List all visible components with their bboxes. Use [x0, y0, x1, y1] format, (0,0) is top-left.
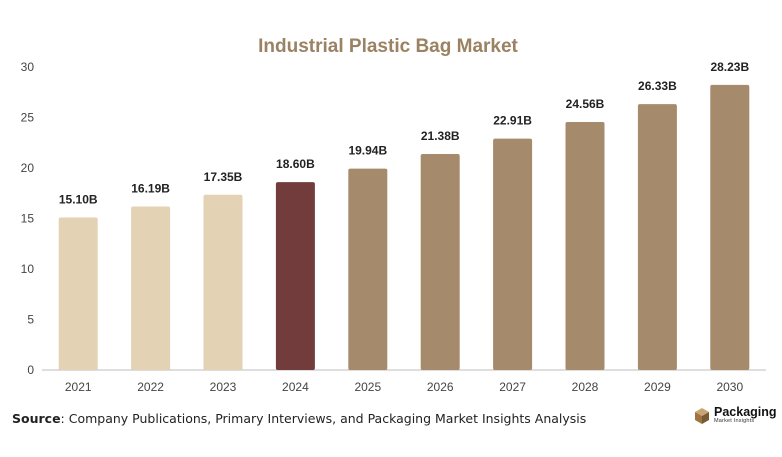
data-label-2027: 22.91B [493, 114, 532, 128]
data-label-2026: 21.38B [421, 129, 460, 143]
x-tick-label: 2027 [499, 380, 526, 394]
y-tick-label: 10 [21, 262, 35, 276]
cube-logo-icon [694, 407, 710, 425]
data-label-2023: 17.35B [204, 170, 243, 184]
data-label-2029: 26.33B [638, 79, 677, 93]
x-tick-label: 2026 [427, 380, 454, 394]
x-tick-label: 2022 [137, 380, 164, 394]
bar-2021 [58, 217, 98, 370]
bar-2022 [131, 206, 171, 370]
x-axis: 2021 2022 2023 2024 2025 2026 2027 2028 2029 2030 [65, 380, 744, 394]
data-label-2028: 24.56B [566, 97, 605, 111]
bar-2026 [420, 154, 460, 370]
bar-2030 [710, 84, 750, 370]
bar-2023 [203, 194, 243, 370]
x-tick-label: 2023 [210, 380, 237, 394]
x-tick-label: 2029 [644, 380, 671, 394]
y-tick-label: 25 [21, 111, 35, 125]
logo-subtitle: Market Insights [714, 418, 755, 424]
bar-chart: Industrial Plastic Bag Market 0510152025… [21, 36, 766, 394]
x-tick-label: 2025 [354, 380, 381, 394]
y-tick-label: 20 [21, 161, 35, 175]
bar-2025 [348, 168, 388, 370]
y-tick-label: 30 [21, 60, 35, 74]
logo-name: Packaging [714, 405, 777, 419]
data-label-2024: 18.60B [276, 157, 315, 171]
data-label-2021: 15.10B [59, 192, 98, 206]
data-label-2022: 16.19B [131, 181, 170, 195]
bar-2027 [493, 138, 533, 370]
bar-2029 [637, 104, 677, 370]
y-tick-label: 5 [27, 313, 34, 327]
source-text: : Company Publications, Primary Intervie… [60, 411, 587, 426]
y-axis: 0 5 10 15 20 25 30 [21, 60, 35, 377]
chart-title: Industrial Plastic Bag Market [258, 36, 518, 57]
x-tick-label: 2028 [572, 380, 599, 394]
bars-group: 15.10B 16.19B 17.35B 18.60B 19.94B 21.38B 22.9… [58, 60, 750, 370]
data-label-2025: 19.94B [348, 144, 387, 158]
bar-2028 [565, 121, 605, 370]
brand-logo: Packaging Market Insights [694, 406, 777, 425]
x-tick-label: 2024 [282, 380, 309, 394]
source-note: Source: Company Publications, Primary In… [12, 411, 586, 426]
y-tick-label: 15 [21, 212, 35, 226]
data-label-2030: 28.23B [710, 60, 749, 74]
x-tick-label: 2021 [65, 380, 92, 394]
x-tick-label: 2030 [716, 380, 743, 394]
source-label: Source [12, 411, 61, 426]
bar-2024 [275, 182, 315, 370]
y-tick-label: 0 [27, 363, 34, 377]
